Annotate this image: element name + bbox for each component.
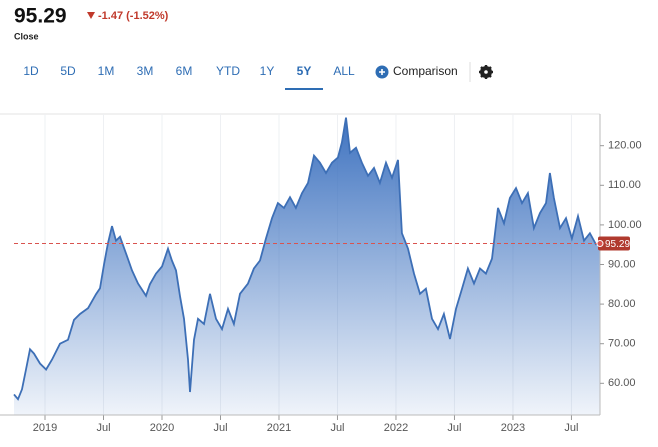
price-label: Close [14,31,39,41]
reference-tag [598,236,630,251]
area-fill [14,117,600,415]
y-tick-label: 80.00 [608,298,636,310]
x-tick-label: 2022 [384,422,408,434]
range-button[interactable]: 3M [137,64,154,78]
range-button[interactable]: YTD [216,64,240,78]
y-tick-label: 110.00 [608,179,641,191]
x-tick-label: 2023 [501,422,525,434]
x-tick-label: Jul [213,422,227,434]
x-tick-label: Jul [447,422,461,434]
x-tick-label: 2019 [33,422,57,434]
price: 95.29 [14,5,67,28]
x-tick-label: 2020 [150,422,174,434]
range-button[interactable]: 6M [176,64,193,78]
plot-area: 2019 Jul 2020 Jul 2021 Jul 2022 Jul 2023 Jul 60.00… [0,114,642,434]
toolbar: 1D 5D 1M 3M 6M YTD 1Y 5Y ALL [23,64,355,90]
range-button[interactable]: ALL [333,64,355,78]
x-tick-label: Jul [330,422,344,434]
y-tick-label: 100.00 [608,219,642,231]
y-tick-label: 60.00 [608,377,636,389]
x-tick-label: Jul [96,422,110,434]
comparison-button[interactable]: Comparison [393,64,458,78]
range-button[interactable]: 1D [23,64,39,78]
x-tick-label: 2021 [267,422,291,434]
range-button[interactable]: 5D [60,64,76,78]
range-button[interactable]: 1Y [260,64,275,78]
range-button[interactable]: 5Y [297,64,312,78]
plus [379,69,385,75]
y-tick-label: 90.00 [608,258,636,270]
y-tick-label: 70.00 [608,338,636,350]
last-point [596,240,604,248]
price-change: -1.47 (-1.52%) [98,10,169,22]
y-tick-label: 120.00 [608,140,642,152]
down-arrow [87,12,95,19]
settings-icon[interactable] [479,65,493,79]
price-line [13,117,601,401]
x-tick-label: Jul [564,422,578,434]
reference-label: 95.29 [605,239,630,250]
range-button[interactable]: 1M [98,64,115,78]
